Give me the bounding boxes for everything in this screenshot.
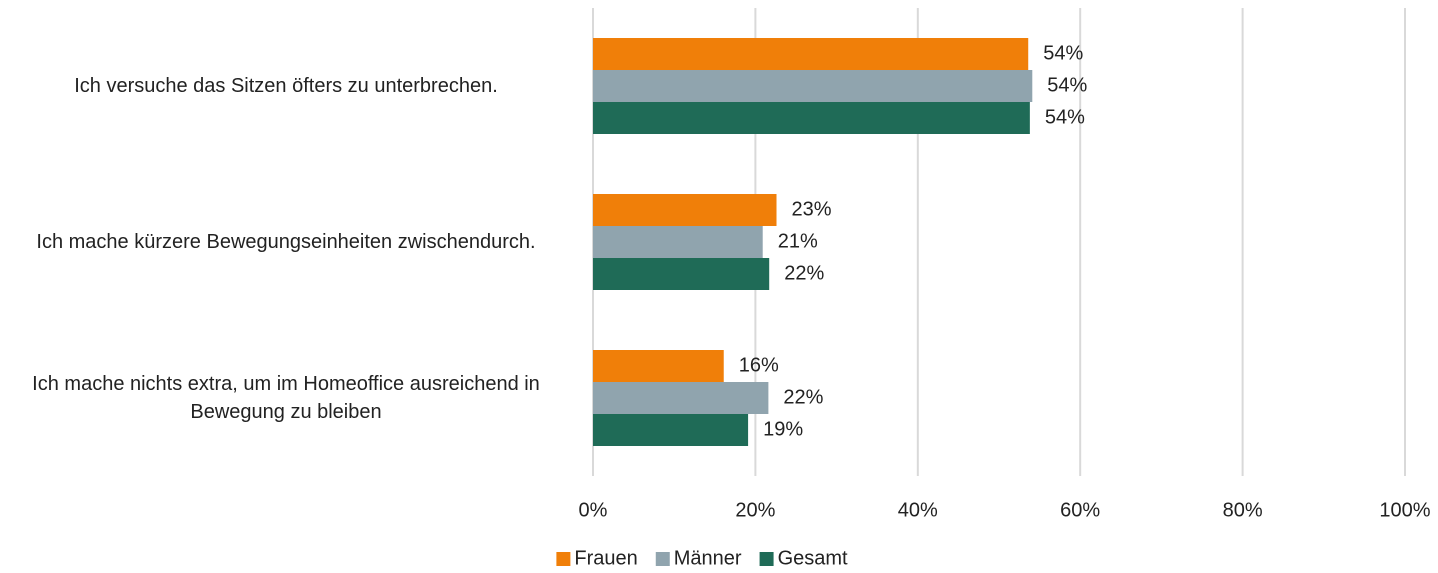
bar [593, 414, 749, 446]
bar [593, 226, 763, 258]
value-label: 16% [739, 354, 779, 376]
bar [593, 70, 1033, 102]
value-label: 21% [778, 230, 818, 252]
value-label: 23% [792, 198, 832, 220]
bar [593, 194, 777, 226]
x-tick-label: 0% [579, 499, 608, 521]
value-label: 22% [783, 386, 823, 408]
category-label: Ich versuche das Sitzen öfters zu unterb… [74, 75, 498, 97]
bar [593, 382, 769, 414]
x-tick-label: 100% [1379, 499, 1430, 521]
bar [593, 102, 1030, 134]
legend-label: Männer [674, 547, 742, 569]
category-label: Ich mache kürzere Bewegungseinheiten zwi… [36, 231, 536, 253]
bar [593, 258, 770, 290]
x-tick-label: 80% [1223, 499, 1263, 521]
legend-swatch [556, 552, 571, 566]
x-tick-label: 60% [1060, 499, 1100, 521]
legend-label: Gesamt [778, 547, 848, 569]
value-label: 22% [784, 262, 824, 284]
value-label: 54% [1047, 74, 1087, 96]
legend-label: Frauen [574, 547, 637, 569]
value-label: 19% [763, 418, 803, 440]
x-tick-label: 40% [898, 499, 938, 521]
x-tick-label: 20% [735, 499, 775, 521]
value-label: 54% [1043, 42, 1083, 64]
legend-swatch [759, 552, 774, 566]
bar [593, 350, 724, 382]
bar [593, 38, 1029, 70]
legend-swatch [655, 552, 670, 566]
category-label: Ich mache nichts extra, um im Homeoffice… [32, 373, 540, 423]
value-label: 54% [1045, 106, 1085, 128]
